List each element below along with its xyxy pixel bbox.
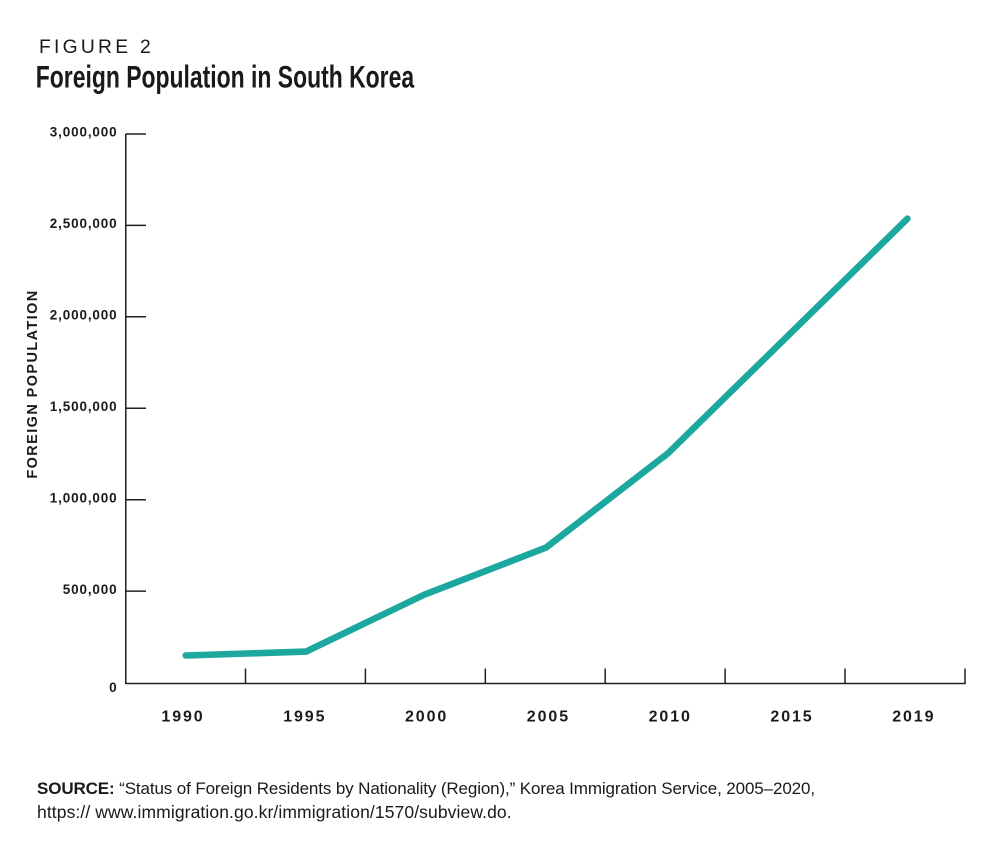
svg-text:500,000: 500,000 [63, 582, 118, 597]
svg-text:https:// www.immigration.go.kr: https:// www.immigration.go.kr/immigrati… [37, 802, 512, 822]
svg-text:3,000,000: 3,000,000 [50, 125, 118, 140]
svg-text:0: 0 [109, 680, 117, 695]
svg-text:2015: 2015 [770, 708, 813, 725]
svg-text:1,000,000: 1,000,000 [50, 490, 118, 505]
svg-text:2,500,000: 2,500,000 [50, 216, 118, 231]
svg-text:2005: 2005 [527, 708, 570, 725]
svg-text:2,000,000: 2,000,000 [50, 308, 118, 323]
svg-text:SOURCE: “Status of Foreign Res: SOURCE: “Status of Foreign Residents by … [37, 779, 815, 798]
svg-text:FOREIGN POPULATION: FOREIGN POPULATION [25, 289, 41, 478]
svg-text:2019: 2019 [892, 708, 935, 725]
svg-text:2010: 2010 [649, 708, 692, 725]
svg-text:Foreign Population in South Ko: Foreign Population in South Korea [36, 59, 415, 94]
svg-text:1995: 1995 [283, 708, 326, 725]
svg-text:FIGURE 2: FIGURE 2 [39, 37, 154, 58]
svg-text:1990: 1990 [161, 708, 204, 725]
svg-text:1,500,000: 1,500,000 [50, 399, 118, 414]
svg-text:2000: 2000 [405, 708, 448, 725]
